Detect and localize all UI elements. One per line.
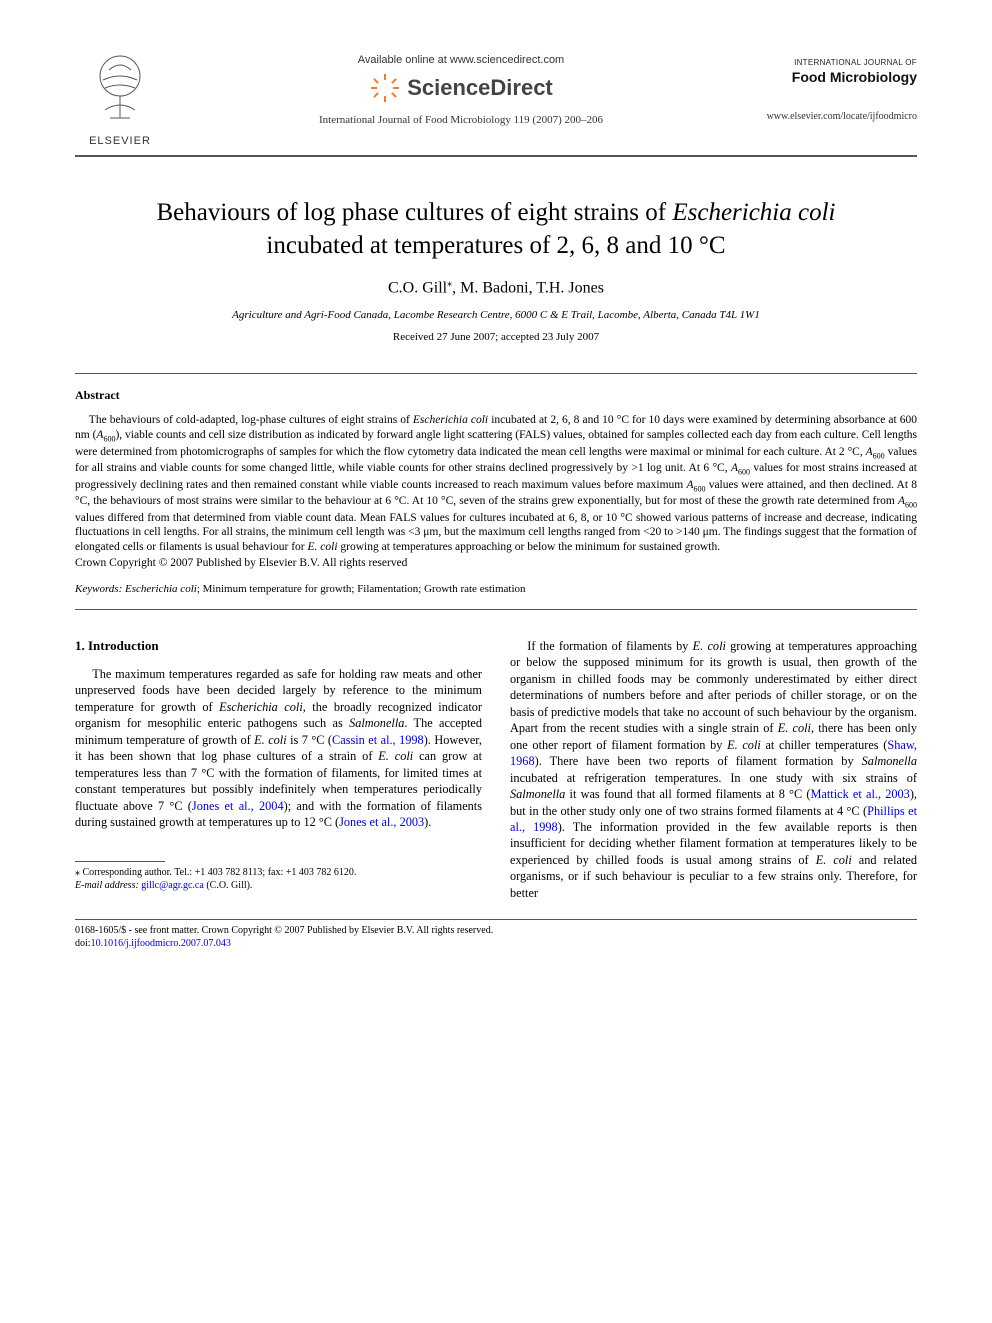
journal-name: Food Microbiology: [757, 69, 917, 85]
sciencedirect-burst-icon: [369, 72, 401, 104]
intro-para-1: The maximum temperatures regarded as saf…: [75, 666, 482, 831]
keywords-ecoli: Escherichia coli: [125, 583, 197, 595]
header-rule-bottom: [75, 156, 917, 157]
sciencedirect-logo: ScienceDirect: [165, 72, 757, 104]
title-italic: Escherichia coli: [672, 199, 835, 226]
abstract-text: The behaviours of cold-adapted, log-phas…: [75, 413, 917, 555]
section-heading-intro: 1. Introduction: [75, 638, 482, 654]
title-line2: incubated at temperatures of 2, 6, 8 and…: [266, 232, 725, 259]
keywords: Keywords: Escherichia coli; Minimum temp…: [75, 583, 917, 595]
elsevier-tree-icon: [85, 50, 155, 128]
keywords-values: ; Minimum temperature for growth; Filame…: [197, 583, 526, 595]
authors: C.O. Gill⁎, M. Badoni, T.H. Jones: [75, 278, 917, 297]
available-online-text: Available online at www.sciencedirect.co…: [165, 54, 757, 66]
footnote-email-label: E-mail address:: [75, 880, 141, 891]
pubinfo-rule: [75, 919, 917, 920]
authors-rest: , M. Badoni, T.H. Jones: [452, 279, 604, 296]
paper-header: ELSEVIER Available online at www.science…: [75, 50, 917, 147]
citation-link[interactable]: Jones et al., 2004: [192, 799, 284, 813]
doi-prefix: doi:: [75, 938, 91, 949]
header-center: Available online at www.sciencedirect.co…: [165, 50, 757, 126]
footnote-email-suffix: (C.O. Gill).: [204, 880, 253, 891]
abstract-heading: Abstract: [75, 388, 917, 403]
footnote-rule: [75, 861, 165, 862]
body-columns: 1. Introduction The maximum temperatures…: [75, 638, 917, 902]
column-right: If the formation of filaments by E. coli…: [510, 638, 917, 902]
abstract-rule-bottom: [75, 609, 917, 610]
journal-subtitle: INTERNATIONAL JOURNAL OF: [757, 58, 917, 67]
citation-link[interactable]: Mattick et al., 2003: [810, 787, 909, 801]
paper-title: Behaviours of log phase cultures of eigh…: [75, 197, 917, 262]
footnote-email-link[interactable]: gillc@agr.gc.ca: [141, 880, 204, 891]
elsevier-logo-block: ELSEVIER: [75, 50, 165, 147]
citation-link[interactable]: Jones et al., 2003: [339, 815, 424, 829]
author-1: C.O. Gill: [388, 279, 447, 296]
citation-link[interactable]: Cassin et al., 1998: [332, 733, 424, 747]
column-left: 1. Introduction The maximum temperatures…: [75, 638, 482, 902]
intro-para-2: If the formation of filaments by E. coli…: [510, 638, 917, 902]
journal-title-block: INTERNATIONAL JOURNAL OF Food Microbiolo…: [757, 50, 917, 122]
keywords-label: Keywords:: [75, 583, 125, 595]
article-dates: Received 27 June 2007; accepted 23 July …: [75, 331, 917, 343]
footnote-corr: Corresponding author. Tel.: +1 403 782 8…: [80, 867, 356, 878]
affiliation: Agriculture and Agri-Food Canada, Lacomb…: [75, 309, 917, 321]
title-part1: Behaviours of log phase cultures of eigh…: [156, 199, 672, 226]
sciencedirect-text: ScienceDirect: [407, 75, 553, 101]
abstract-copyright: Crown Copyright © 2007 Published by Else…: [75, 557, 917, 569]
elsevier-label: ELSEVIER: [75, 135, 165, 147]
publication-info: 0168-1605/$ - see front matter. Crown Co…: [75, 924, 917, 950]
doi-link[interactable]: 10.1016/j.ijfoodmicro.2007.07.043: [91, 938, 231, 949]
journal-reference: International Journal of Food Microbiolo…: [165, 114, 757, 126]
pubinfo-line1: 0168-1605/$ - see front matter. Crown Co…: [75, 925, 493, 936]
journal-url: www.elsevier.com/locate/ijfoodmicro: [757, 111, 917, 122]
corresponding-footnote: ⁎ Corresponding author. Tel.: +1 403 782…: [75, 866, 482, 892]
abstract-rule-top: [75, 373, 917, 374]
